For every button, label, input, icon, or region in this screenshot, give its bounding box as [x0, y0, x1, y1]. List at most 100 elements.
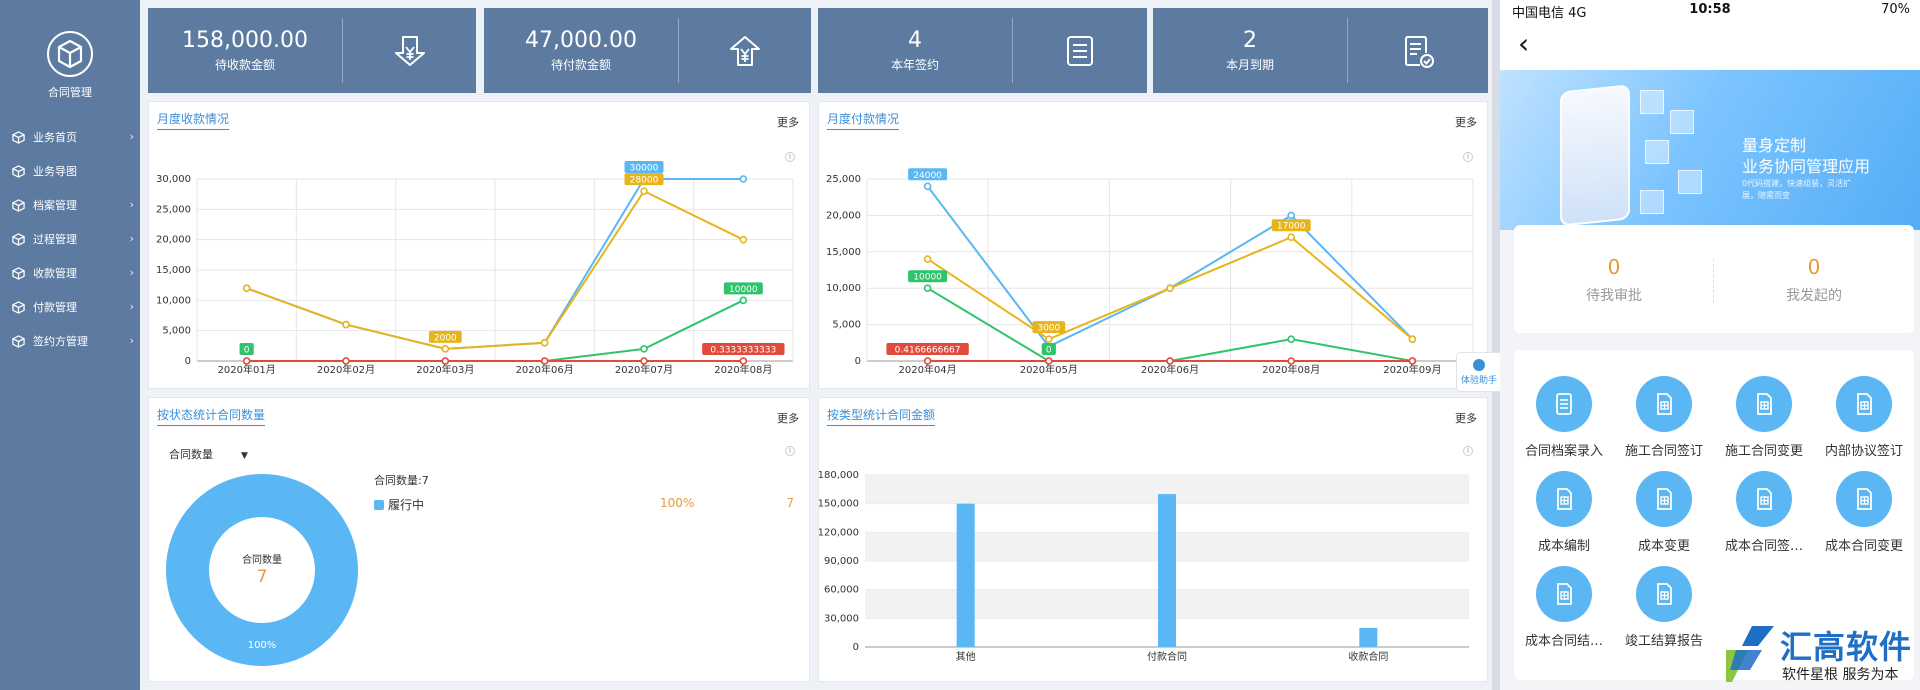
more-link[interactable]: 更多 — [777, 116, 799, 129]
data-point — [441, 357, 450, 365]
more-link[interactable]: 更多 — [1455, 116, 1477, 129]
contract-icon — [1757, 393, 1772, 415]
y-tick-label: 10,000 — [826, 283, 861, 294]
assistant-button[interactable]: 体验助手 — [1456, 352, 1502, 392]
payment-panel: 月度付款情况 更多 i 0 5,000 10,000 15,000 20,000 25,0… — [818, 101, 1488, 389]
stat-text: 158,000.00 待收款金额 — [148, 18, 343, 83]
app-icon-circle — [1736, 376, 1792, 432]
legend-count: 7 — [786, 496, 794, 510]
stat-card[interactable]: 4 本年签约 — [818, 8, 1147, 93]
brand[interactable]: 合同管理 — [0, 30, 140, 100]
data-label: 0.4166666667 — [886, 342, 969, 355]
legend-item[interactable]: 履行中 100% 7 — [374, 496, 794, 513]
app-shortcut[interactable]: 施工合同签订 — [1614, 376, 1714, 459]
app-shortcut[interactable]: 成本编制 — [1514, 471, 1614, 554]
info-icon[interactable]: i — [785, 152, 795, 162]
data-label-bg — [723, 282, 763, 295]
data-label: 0 — [1041, 343, 1056, 356]
initiated-count: 0 — [1807, 255, 1821, 279]
phone-illustration — [1560, 84, 1630, 227]
chevron-right-icon: › — [129, 198, 134, 211]
x-tick-label: 2020年02月 — [317, 363, 375, 376]
donut-percent-label: 100% — [248, 640, 277, 651]
x-tick-label: 2020年01月 — [218, 363, 276, 376]
cube-icon — [12, 198, 25, 212]
data-point — [1166, 357, 1174, 365]
app-shortcut[interactable]: 内部协议签订 — [1814, 376, 1914, 459]
contract-icon — [1857, 488, 1872, 510]
sidebar-item[interactable]: 业务首页 › — [0, 120, 140, 154]
app-shortcut[interactable]: 成本合同签… — [1714, 471, 1814, 554]
cube-icon — [12, 300, 25, 314]
data-label-text: 10000 — [729, 285, 758, 295]
more-link[interactable]: 更多 — [1455, 412, 1477, 425]
app-shortcut[interactable]: 施工合同变更 — [1714, 376, 1814, 459]
decor-tile — [1670, 110, 1694, 134]
stat-card[interactable]: 2 本月到期 — [1153, 8, 1488, 93]
data-point — [441, 345, 450, 353]
sidebar-item[interactable]: 收款管理 › — [0, 256, 140, 290]
app-icon-circle — [1836, 376, 1892, 432]
app-shortcut[interactable]: 成本变更 — [1614, 471, 1714, 554]
sidebar-item[interactable]: 档案管理 › — [0, 188, 140, 222]
app-label: 竣工结算报告 — [1624, 634, 1703, 649]
sidebar-item-label: 签约方管理 — [33, 335, 88, 348]
stat-value: 158,000.00 — [182, 28, 308, 53]
initiated-label: 我发起的 — [1786, 288, 1842, 304]
decor-tile — [1640, 90, 1664, 114]
app-shortcut[interactable]: 成本合同变更 — [1814, 471, 1914, 554]
data-label: 17000 — [1271, 219, 1311, 232]
app-shortcut[interactable]: 竣工结算报告 — [1614, 566, 1714, 649]
y-tick-label: 25,000 — [826, 174, 861, 185]
contract-icon — [1657, 583, 1672, 605]
app-icon-circle — [1636, 376, 1692, 432]
data-point — [1166, 284, 1174, 292]
data-label-bg — [908, 168, 948, 181]
contract-icon — [1657, 488, 1672, 510]
metric-dropdown[interactable]: 合同数量 ▼ — [169, 446, 248, 462]
pending-approval[interactable]: 0 待我审批 — [1514, 255, 1714, 305]
stat-label: 本年签约 — [890, 58, 939, 72]
data-label-bg — [624, 161, 664, 173]
app-label: 施工合同签订 — [1624, 444, 1703, 459]
data-point — [342, 357, 350, 365]
sidebar-item[interactable]: 过程管理 › — [0, 222, 140, 256]
more-link[interactable]: 更多 — [777, 412, 799, 425]
data-point — [1287, 233, 1296, 242]
stat-text: 4 本年签约 — [818, 18, 1013, 83]
x-tick-label: 2020年09月 — [1383, 363, 1441, 376]
page-scrollbar[interactable] — [1492, 0, 1500, 690]
data-label: 0.3333333333 — [702, 342, 785, 355]
cube-icon — [12, 232, 25, 246]
clock: 10:58 — [1689, 2, 1731, 17]
pending-count: 0 — [1607, 255, 1621, 279]
app-shortcut[interactable]: 成本合同结… — [1514, 566, 1614, 649]
y-tick-label: 10,000 — [156, 295, 191, 306]
back-arrow-icon[interactable]: ‹ — [1518, 27, 1530, 60]
data-point — [923, 182, 932, 191]
sidebar-item[interactable]: 付款管理 › — [0, 290, 140, 324]
stat-value: 4 — [908, 28, 922, 53]
sidebar-item[interactable]: 业务导图 — [0, 154, 140, 188]
status-bar: 中国电信 4G 10:58 70% — [1500, 0, 1920, 21]
sidebar-item[interactable]: 签约方管理 › — [0, 324, 140, 358]
info-icon[interactable]: i — [1463, 446, 1473, 456]
sidebar-item-label: 业务首页 — [33, 131, 77, 144]
y-tick-label: 20,000 — [826, 210, 861, 221]
stat-card[interactable]: 158,000.00 待收款金额 — [148, 8, 476, 93]
panel-title: 按类型统计合同金额 — [827, 406, 936, 426]
data-point — [540, 339, 549, 347]
data-label: 10000 — [723, 282, 763, 295]
document-check-icon — [1405, 35, 1434, 68]
data-label: 28000 — [624, 173, 664, 186]
data-point — [739, 296, 748, 305]
info-icon[interactable]: i — [785, 446, 795, 456]
info-icon[interactable]: i — [1463, 152, 1473, 162]
app-shortcut[interactable]: 合同档案录入 — [1514, 376, 1614, 459]
y-tick-label: 60,000 — [824, 585, 859, 596]
initiated-by-me[interactable]: 0 我发起的 — [1714, 255, 1914, 305]
stat-card[interactable]: 47,000.00 待付款金额 — [484, 8, 811, 93]
bar — [1359, 627, 1378, 647]
data-label: 10000 — [908, 270, 948, 283]
yen-receive-icon — [394, 35, 425, 66]
